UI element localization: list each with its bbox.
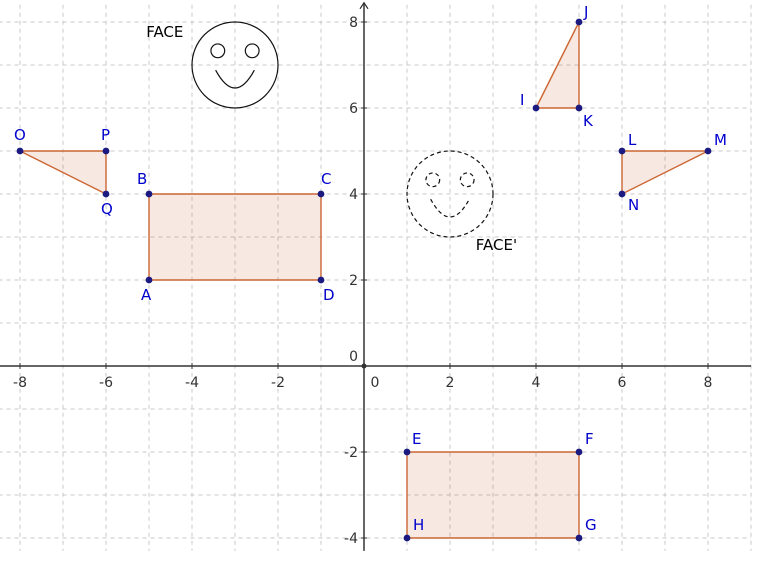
y-tick-label: 4 [349,187,358,203]
origin-dot [361,363,367,369]
x-tick-label: 4 [532,375,541,391]
face-eye-left [210,43,226,59]
points: A B C D E F G H I J K L M N O P Q [14,3,727,542]
point-label-p: P [101,126,110,144]
polygons [19,21,709,539]
point-label-i: I [520,91,524,109]
point-label-g: G [585,516,597,534]
face-label: FACE [146,23,183,41]
point-q[interactable] [102,190,110,198]
y-tick-label: 2 [349,273,358,289]
faces: FACE FACE' [146,21,517,254]
point-label-n: N [628,196,639,214]
point-h[interactable] [403,534,411,542]
x-tick-label: -2 [271,375,285,391]
point-l[interactable] [618,147,626,155]
y-tick-label: -4 [344,531,358,547]
point-label-d: D [323,286,335,304]
face-label: FACE' [476,236,517,254]
point-d[interactable] [317,276,325,284]
point-label-c: C [321,170,331,188]
point-f[interactable] [575,448,583,456]
point-j[interactable] [575,18,583,26]
grid [0,4,752,551]
point-m[interactable] [704,147,712,155]
point-p[interactable] [102,147,110,155]
polygon-ijk[interactable] [534,21,580,109]
x-tick-label: 8 [704,375,713,391]
x-tick-label: -6 [99,375,113,391]
point-e[interactable] [403,448,411,456]
face-eye-right [244,43,260,59]
point-label-j: J [583,3,588,21]
point-a[interactable] [145,276,153,284]
point-n[interactable] [618,190,626,198]
point-label-f: F [585,430,594,448]
point-label-m: M [714,131,727,149]
face-mouth [215,69,255,89]
point-label-h: H [413,516,424,534]
polygon-opq[interactable] [19,150,107,196]
point-label-a: A [141,286,152,304]
point-c[interactable] [317,190,325,198]
x-tick-label: 2 [446,375,455,391]
point-g[interactable] [575,534,583,542]
face-eye-right [459,172,475,188]
y-tick-label: -2 [344,445,358,461]
point-b[interactable] [145,190,153,198]
origin-y-label: 0 [349,349,358,365]
point-label-q: Q [101,200,113,218]
face-head [406,150,494,238]
point-label-b: B [137,170,147,188]
point-i[interactable] [532,104,540,112]
axes [0,1,751,551]
tick-labels: -8 -6 -4 -2 0 2 4 6 8 0 -4 -2 2 4 6 8 [13,15,712,547]
point-label-e: E [412,430,421,448]
polygon-efgh[interactable] [406,451,580,539]
face-head [191,21,279,109]
x-tick-label: -4 [185,375,199,391]
point-label-o: O [14,126,26,144]
y-tick-label: 8 [349,15,358,31]
point-o[interactable] [16,147,24,155]
y-tick-label: 6 [349,101,358,117]
face-eye-left [425,172,441,188]
y-axis-arrow [359,1,369,10]
x-tick-label: 6 [618,375,627,391]
face-image[interactable]: FACE' [406,150,517,254]
point-label-k: K [583,112,594,130]
x-tick-label: -8 [13,375,27,391]
face-original[interactable]: FACE [146,21,279,109]
point-k[interactable] [575,104,583,112]
polygon-lmn[interactable] [621,150,709,196]
polygon-abcd[interactable] [148,193,322,281]
point-label-l: L [628,131,637,149]
x-tick-label: 0 [371,375,380,391]
